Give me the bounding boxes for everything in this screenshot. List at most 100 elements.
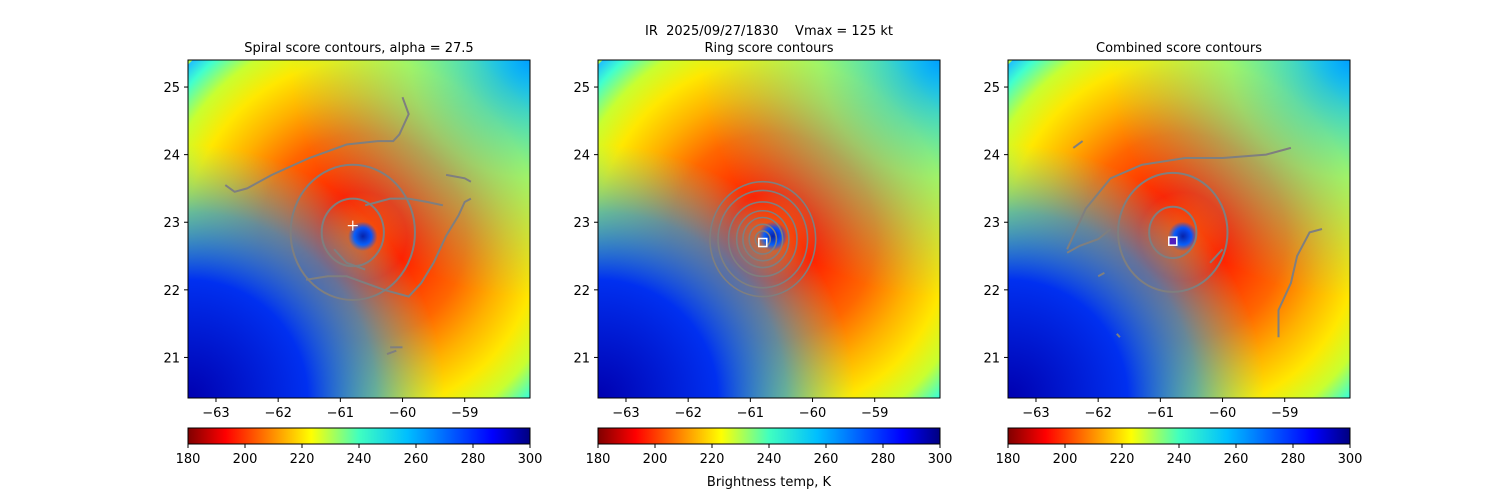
x-tick-label: −62 (1084, 406, 1111, 421)
panel-1: Spiral score contours, alpha = 27.5 −63 −6… (163, 41, 543, 467)
x-tick-label: −63 (1022, 406, 1049, 421)
colorbar-tick-label: 280 (871, 452, 896, 467)
colorbar-tick-label: 300 (1338, 452, 1363, 467)
contour-8 (364, 197, 444, 207)
x-tick-label: −63 (202, 406, 229, 421)
colorbar: 180 200 220 240 260 280 300 (176, 427, 543, 467)
colorbar-tick-label: 260 (1224, 452, 1249, 467)
x-tick-label: −59 (861, 406, 888, 421)
y-tick-label: 25 (573, 81, 590, 96)
colorbar-tick-label: 280 (1281, 452, 1306, 467)
panel-2: Ring score contours −63 −62 −61 −60 −59 21 22 23… (573, 41, 953, 467)
ir-image (188, 60, 530, 398)
colorbar-tick-label: 200 (1053, 452, 1078, 467)
y-tick-label: 23 (163, 216, 180, 231)
colorbar: 180 200 220 240 260 280 300 (586, 427, 953, 467)
colorbar-tick-label: 220 (700, 452, 725, 467)
clear-sky-region-ne (188, 60, 530, 398)
colorbar-tick-label: 280 (461, 452, 486, 467)
panel-title: Combined score contours (1096, 41, 1262, 56)
colorbar-tick-label: 260 (814, 452, 839, 467)
colorbar-label: Brightness temp, K (707, 475, 832, 490)
figure-suptitle: IR 2025/09/27/1830 Vmax = 125 kt (645, 24, 893, 39)
x-tick-label: −61 (1147, 406, 1174, 421)
y-tick-label: 22 (983, 284, 1000, 299)
colorbar-tick-label: 300 (928, 452, 953, 467)
colorbar-tick-label: 240 (1167, 452, 1192, 467)
colorbar-tick-label: 220 (290, 452, 315, 467)
colorbar-tick-label: 180 (996, 452, 1021, 467)
y-tick-label: 23 (983, 216, 1000, 231)
contour-4 (727, 201, 798, 278)
contour-2 (742, 216, 784, 262)
clear-sky-region-ne (598, 60, 940, 398)
colorbar-tick-label: 300 (518, 452, 543, 467)
y-tick-label: 24 (163, 149, 180, 164)
ir-image (598, 60, 940, 398)
contour-4 (1066, 228, 1112, 254)
x-tick-label: −62 (264, 406, 291, 421)
y-tick-label: 24 (983, 149, 1000, 164)
contour-0 (1148, 205, 1198, 260)
panels: Spiral score contours, alpha = 27.5 −63 −6… (163, 41, 1363, 467)
contour-0 (320, 197, 385, 268)
colorbar-tick-label: 220 (1110, 452, 1135, 467)
x-tick-label: −59 (1271, 406, 1298, 421)
colorbar-tick-label: 260 (404, 452, 429, 467)
contour-5 (1097, 272, 1105, 278)
clear-sky-region-ne (1008, 60, 1350, 398)
colorbar-gradient (187, 427, 531, 445)
y-tick-label: 22 (573, 284, 590, 299)
axes-frame (1007, 59, 1351, 399)
colorbar-tick-label: 180 (586, 452, 611, 467)
colorbar-tick-label: 180 (176, 452, 201, 467)
y-tick-label: 21 (983, 351, 1000, 366)
contour-6 (709, 180, 817, 298)
contour-2 (224, 96, 410, 193)
contour-3 (305, 197, 472, 298)
ir-image (1008, 60, 1350, 398)
colorbar-tick-label: 240 (347, 452, 372, 467)
colorbar-gradient (1007, 427, 1351, 445)
center-marker (1168, 236, 1178, 246)
y-tick-label: 23 (573, 216, 590, 231)
x-tick-label: −61 (327, 406, 354, 421)
x-tick-label: −60 (1209, 406, 1236, 421)
x-tick-label: −62 (674, 406, 701, 421)
contours (1066, 140, 1323, 338)
x-tick-label: −60 (799, 406, 826, 421)
y-tick-label: 25 (983, 81, 1000, 96)
y-tick-label: 24 (573, 149, 590, 164)
y-tick-label: 22 (163, 284, 180, 299)
x-tick-label: −61 (737, 406, 764, 421)
colorbar: 180 200 220 240 260 280 300 (996, 427, 1363, 467)
x-tick-label: −59 (451, 406, 478, 421)
y-tick-label: 21 (163, 351, 180, 366)
y-tick-label: 21 (573, 351, 590, 366)
contour-7 (1116, 333, 1121, 338)
y-tick-label: 25 (163, 81, 180, 96)
contour-3 (1072, 140, 1084, 149)
contour-8 (1209, 248, 1224, 264)
x-tick-label: −60 (389, 406, 416, 421)
colorbar-gradient (597, 427, 941, 445)
contours (224, 96, 472, 356)
contour-6 (386, 349, 397, 356)
panel-title: Ring score contours (704, 41, 833, 56)
contour-1 (1117, 171, 1229, 293)
contour-3 (735, 209, 790, 269)
axes-frame (187, 59, 531, 399)
axes-frame (597, 59, 941, 399)
contours (709, 180, 817, 298)
contour-2 (1066, 146, 1292, 250)
colorbar-tick-label: 200 (233, 452, 258, 467)
contour-6 (1277, 228, 1323, 338)
center-marker (758, 237, 768, 248)
contour-4 (333, 248, 366, 271)
center-marker (347, 220, 358, 231)
colorbar-tick-label: 200 (643, 452, 668, 467)
colorbar-tick-label: 240 (757, 452, 782, 467)
contour-1 (289, 163, 416, 301)
contour-5 (717, 189, 809, 289)
